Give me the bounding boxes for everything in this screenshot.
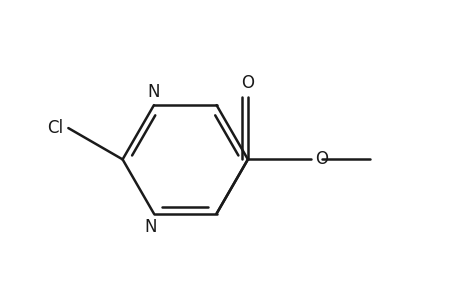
Text: Cl: Cl [47,119,63,137]
Text: O: O [241,74,254,92]
Text: N: N [144,218,157,236]
Text: N: N [148,83,160,101]
Text: O: O [315,150,328,168]
